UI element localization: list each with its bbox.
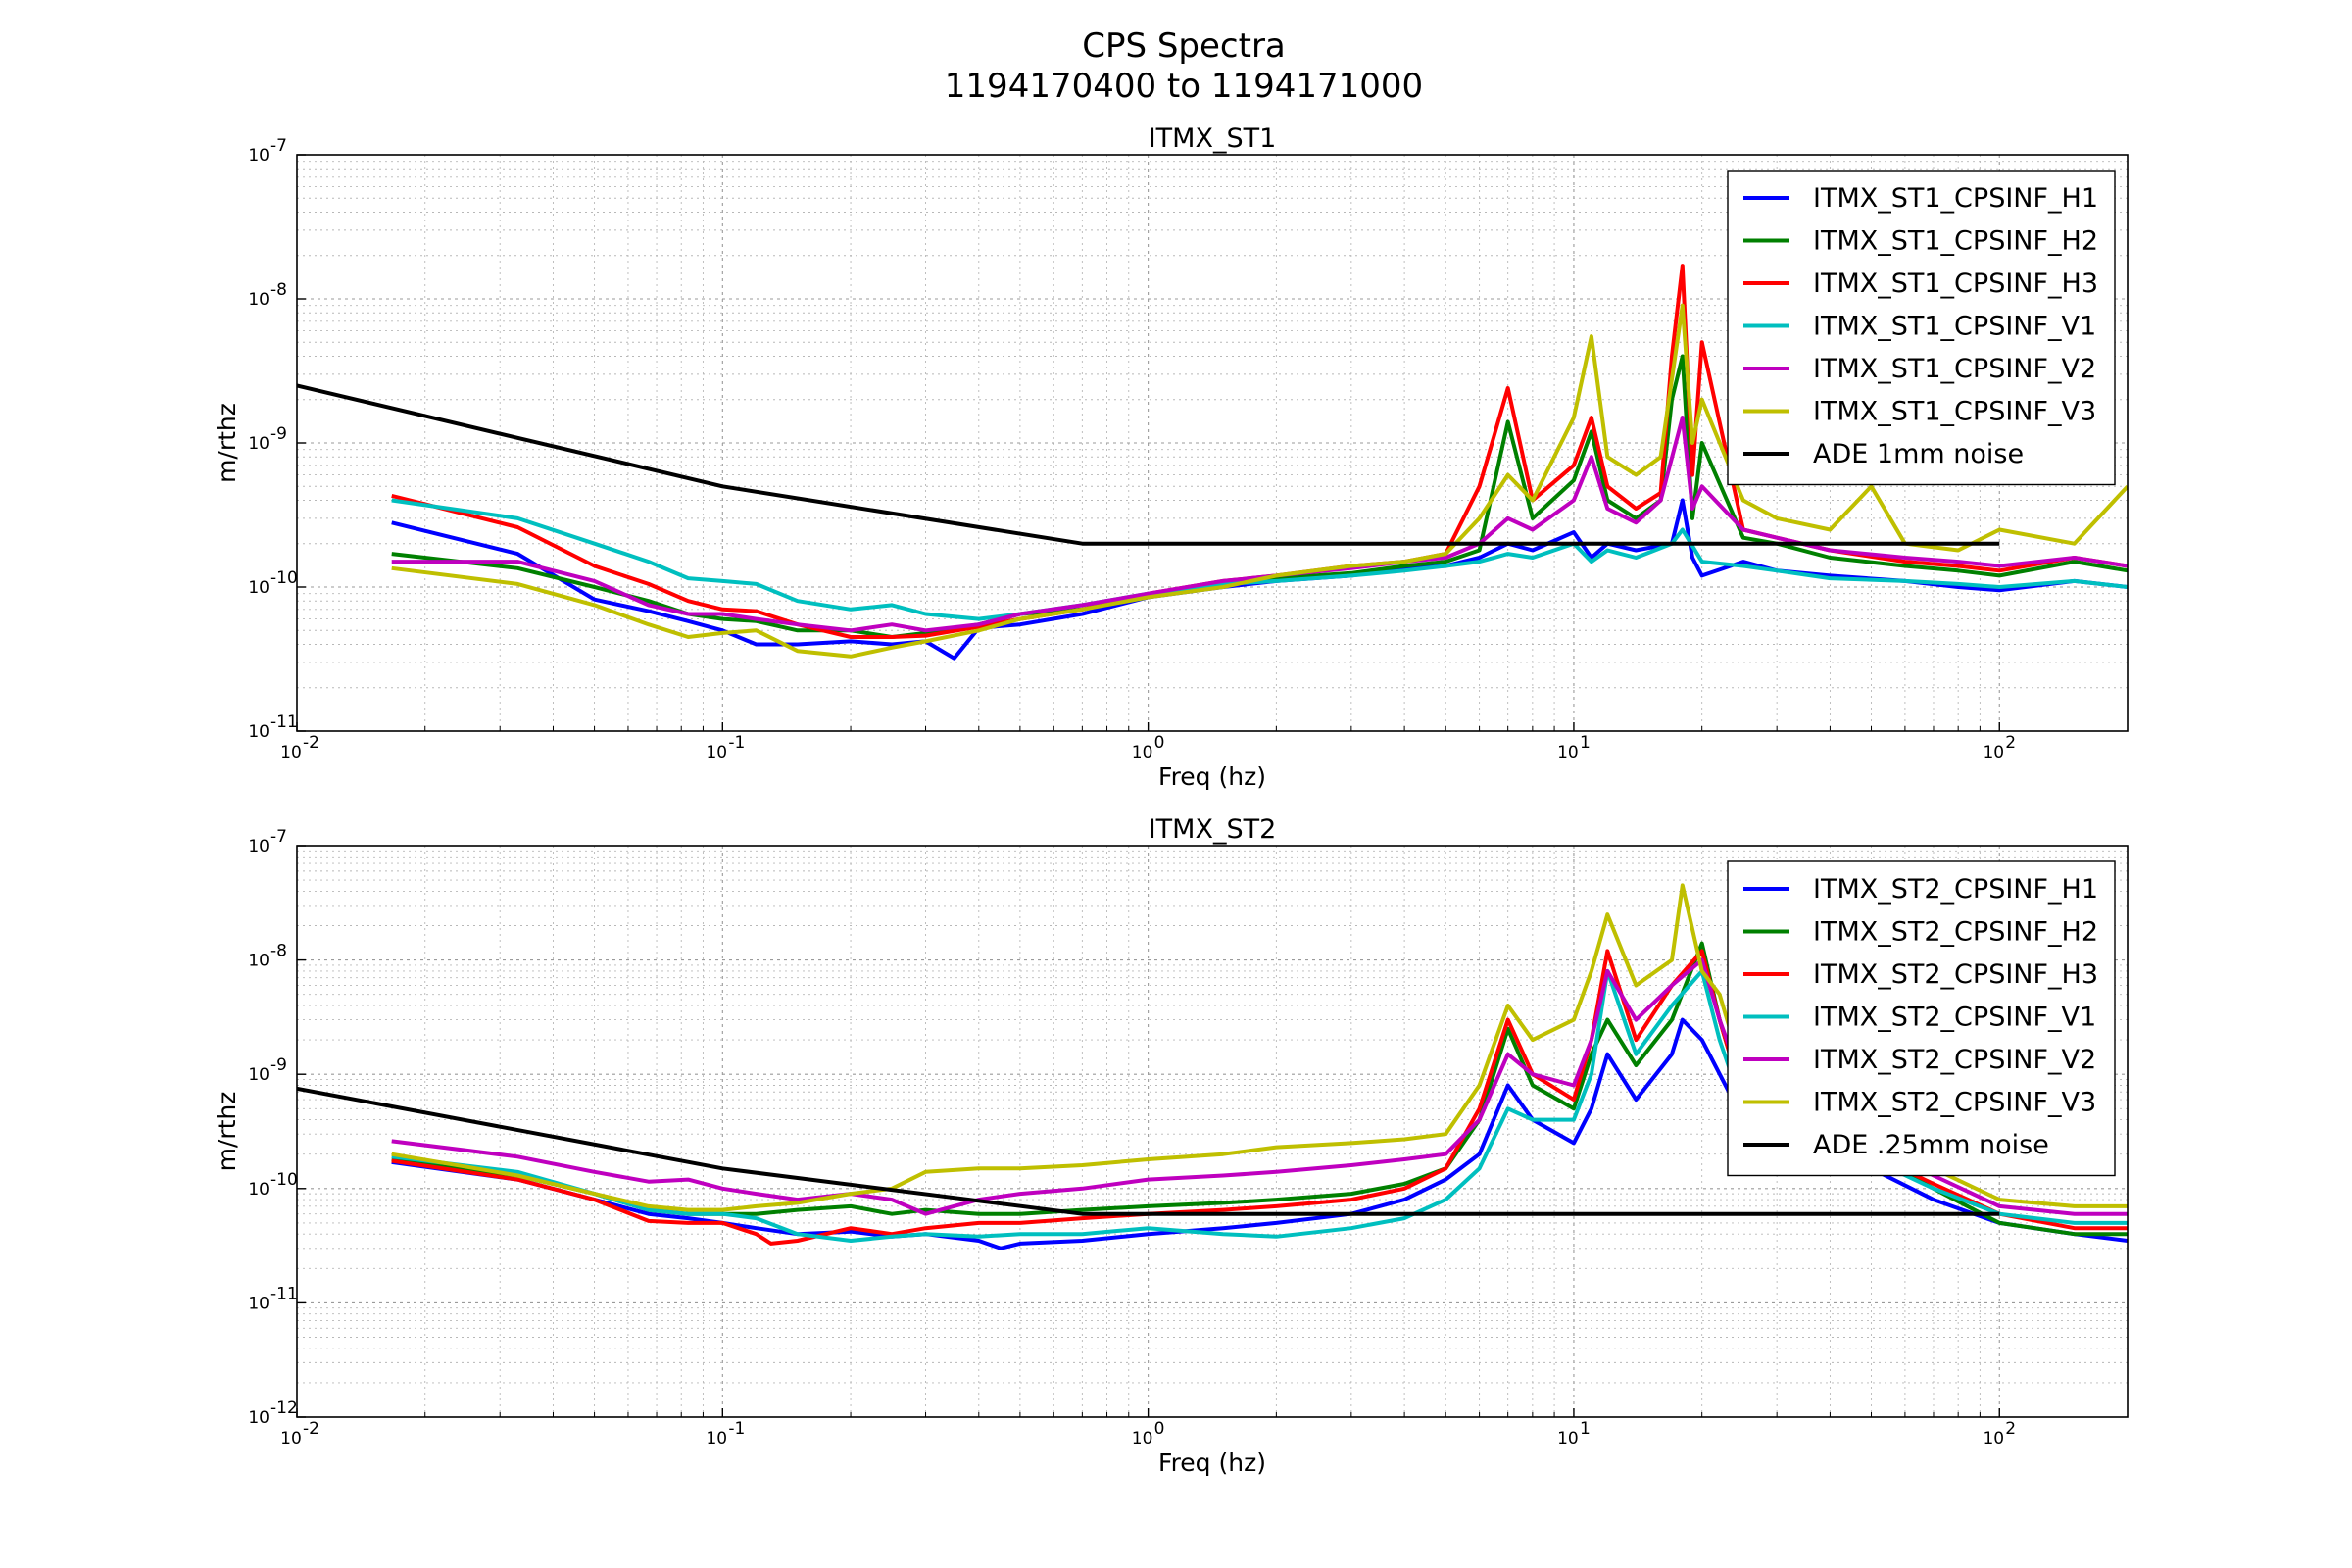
x-tick-label: 10: [706, 743, 727, 762]
series-line-ade-25mm-noise: [297, 1086, 2000, 1216]
legend-label-itmx-st2-cpsinf-v3: ITMX_ST2_CPSINF_V3: [1813, 1088, 2096, 1118]
y-tick-label: 10: [248, 1408, 270, 1428]
y-tick-label: 10: [248, 1294, 270, 1313]
x-tick-label: 10: [280, 1429, 302, 1448]
legend-box: [1727, 170, 2116, 486]
chart-itmx-st1-y-axis-label: m/rthz: [213, 403, 241, 483]
series-line-itmx-st1-cpsinf-v3: [391, 303, 2128, 659]
legend-label-itmx-st1-cpsinf-h3: ITMX_ST1_CPSINF_H3: [1813, 269, 2098, 299]
x-tick-label: 10: [706, 1429, 727, 1448]
chart-itmx-st1-legend: ITMX_ST1_CPSINF_H1 ITMX_ST1_CPSINF_H2 ITMX…: [1727, 170, 2116, 486]
y-tick-exponent: -8: [270, 280, 287, 300]
x-tick-exponent: -1: [728, 1419, 745, 1439]
legend-label-ade-25mm-noise: ADE .25mm noise: [1813, 1130, 2049, 1160]
y-tick-exponent: -12: [270, 1398, 298, 1418]
y-tick-exponent: -10: [270, 568, 298, 588]
series-line-itmx-st1-cpsinf-v2: [391, 416, 2128, 633]
x-tick-label: 10: [1132, 743, 1153, 762]
x-tick-label: 10: [1132, 1429, 1153, 1448]
y-tick-label: 10: [248, 1180, 270, 1200]
y-tick-label: 10: [248, 1065, 270, 1085]
y-tick-exponent: -9: [270, 424, 287, 444]
y-tick-label: 10: [248, 290, 270, 310]
y-tick-label: 10: [248, 722, 270, 742]
y-tick-label: 10: [248, 434, 270, 454]
chart-itmx-st2-title: ITMX_ST2: [1149, 814, 1277, 845]
y-tick-exponent: -8: [270, 942, 287, 961]
x-tick-exponent: 2: [2005, 733, 2016, 753]
chart-itmx-st2-axes-frame: [296, 845, 2129, 1418]
chart-itmx-st2-legend: ITMX_ST2_CPSINF_H1 ITMX_ST2_CPSINF_H2 ITMX…: [1727, 860, 2116, 1177]
y-tick-label: 10: [248, 578, 270, 598]
x-tick-exponent: 1: [1580, 733, 1591, 753]
x-tick-label: 10: [280, 743, 302, 762]
chart-itmx-st1-title: ITMX_ST1: [1149, 123, 1277, 154]
x-tick-exponent: 0: [1154, 1419, 1165, 1439]
legend-label-itmx-st1-cpsinf-h2: ITMX_ST1_CPSINF_H2: [1813, 226, 2098, 257]
series-line-ade-1mm-noise: [297, 383, 2000, 546]
y-tick-label: 10: [248, 952, 270, 971]
figure-subtitle: 1194170400 to 1194171000: [945, 67, 1423, 106]
y-tick-exponent: -10: [270, 1170, 298, 1190]
chart-itmx-st2-x-axis-label: Freq (hz): [1158, 1448, 1266, 1477]
x-tick-label: 10: [1557, 1429, 1579, 1448]
chart-itmx-st1-series-group: [297, 264, 2128, 661]
legend-label-itmx-st2-cpsinf-h2: ITMX_ST2_CPSINF_H2: [1813, 917, 2098, 948]
y-tick-exponent: -7: [270, 136, 287, 156]
legend-label-itmx-st2-cpsinf-v2: ITMX_ST2_CPSINF_V2: [1813, 1045, 2096, 1075]
series-line-itmx-st1-cpsinf-h2: [391, 354, 2128, 639]
y-tick-exponent: -9: [270, 1055, 287, 1075]
legend-label-ade-1mm-noise: ADE 1mm noise: [1813, 439, 2024, 469]
x-tick-label: 10: [1983, 1429, 2004, 1448]
x-tick-exponent: -2: [303, 733, 319, 753]
y-tick-exponent: -7: [270, 827, 287, 847]
x-tick-exponent: 0: [1154, 733, 1165, 753]
legend-label-itmx-st1-cpsinf-v2: ITMX_ST1_CPSINF_V2: [1813, 354, 2096, 384]
x-tick-exponent: -2: [303, 1419, 319, 1439]
legend-label-itmx-st1-cpsinf-h1: ITMX_ST1_CPSINF_H1: [1813, 183, 2098, 214]
legend-label-itmx-st2-cpsinf-h1: ITMX_ST2_CPSINF_H1: [1813, 874, 2098, 905]
legend-label-itmx-st1-cpsinf-v1: ITMX_ST1_CPSINF_V1: [1813, 312, 2096, 342]
legend-label-itmx-st2-cpsinf-h3: ITMX_ST2_CPSINF_H3: [1813, 959, 2098, 990]
legend-box: [1727, 860, 2116, 1177]
x-tick-label: 10: [1557, 743, 1579, 762]
figure-title: CPS Spectra: [1082, 26, 1286, 66]
y-tick-exponent: -11: [270, 712, 298, 732]
chart-itmx-st2-y-axis-label: m/rthz: [213, 1092, 241, 1172]
x-tick-exponent: 2: [2005, 1419, 2016, 1439]
y-tick-exponent: -11: [270, 1284, 298, 1303]
y-tick-label: 10: [248, 837, 270, 857]
legend-label-itmx-st1-cpsinf-v3: ITMX_ST1_CPSINF_V3: [1813, 397, 2096, 427]
chart-itmx-st1-x-axis-label: Freq (hz): [1158, 762, 1266, 791]
x-tick-exponent: -1: [728, 733, 745, 753]
y-tick-label: 10: [248, 146, 270, 166]
series-line-itmx-st1-cpsinf-v1: [391, 498, 2128, 621]
x-tick-label: 10: [1983, 743, 2004, 762]
legend-label-itmx-st2-cpsinf-v1: ITMX_ST2_CPSINF_V1: [1813, 1003, 2096, 1033]
x-tick-exponent: 1: [1580, 1419, 1591, 1439]
